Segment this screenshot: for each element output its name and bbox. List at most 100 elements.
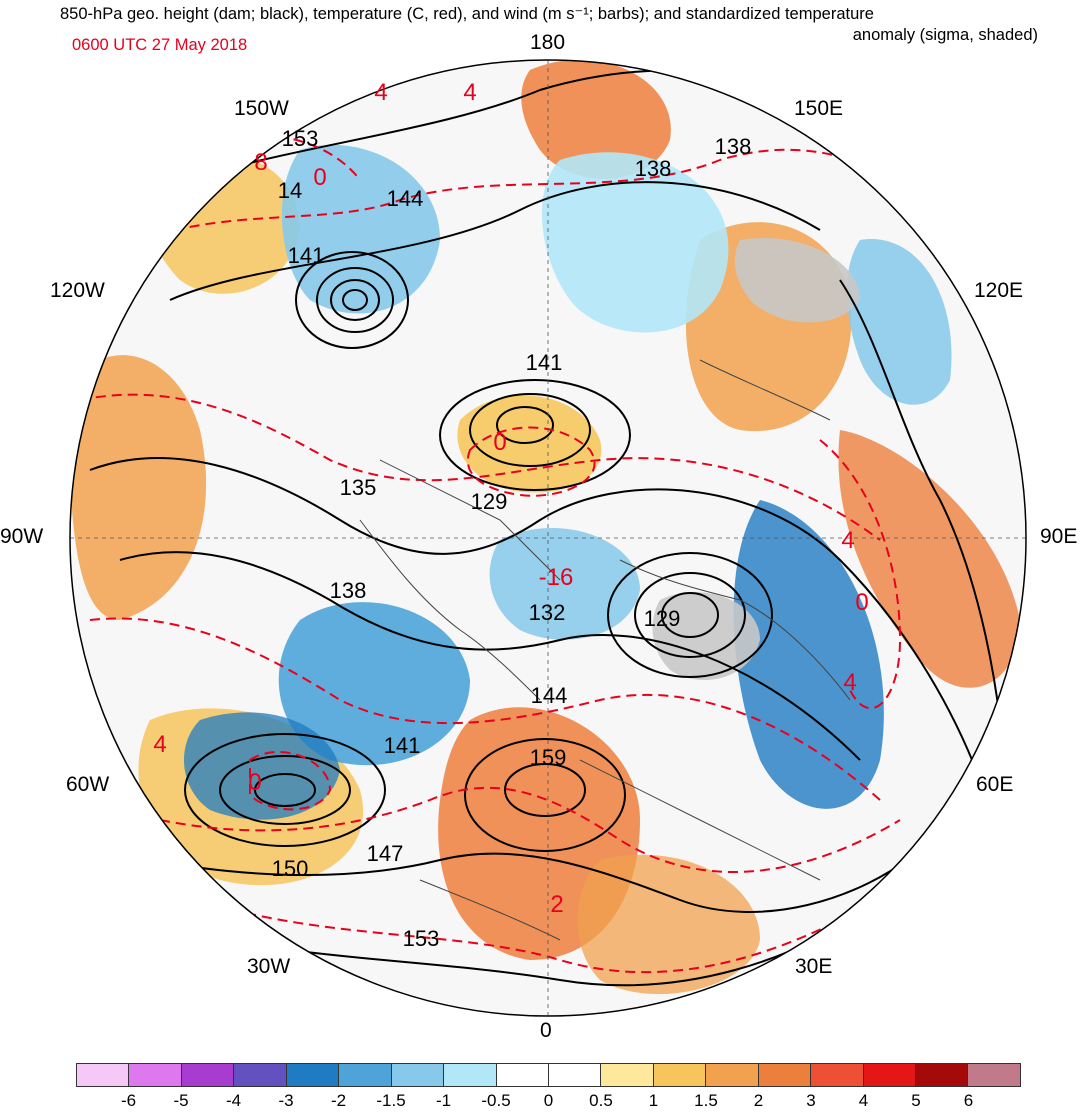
colorbar-cell bbox=[496, 1064, 549, 1086]
height-label: 129 bbox=[644, 606, 681, 631]
colorbar-cell bbox=[968, 1064, 1020, 1086]
anomaly-patch-cold-northwest bbox=[281, 144, 440, 314]
colorbar-tick-label: -6 bbox=[120, 1091, 137, 1110]
temperature-label: 4 bbox=[841, 527, 854, 554]
height-label: 153 bbox=[282, 126, 319, 151]
height-label: 150 bbox=[272, 856, 309, 881]
colorbar-cell bbox=[286, 1064, 340, 1086]
height-label: 144 bbox=[531, 683, 568, 708]
temperature-label: 4 bbox=[843, 669, 856, 696]
colorbar-cell bbox=[601, 1064, 654, 1086]
colorbar-cell bbox=[129, 1064, 182, 1086]
lon-label-120e: 120E bbox=[974, 279, 1024, 302]
temperature-label: 0 bbox=[855, 589, 868, 616]
temperature-label: 2 bbox=[550, 891, 563, 918]
colorbar-cell bbox=[444, 1064, 497, 1086]
colorbar-tick-label: -1.5 bbox=[376, 1091, 406, 1110]
height-label: 14 bbox=[278, 178, 302, 203]
colorbar-cell bbox=[706, 1064, 759, 1086]
colorbar-tick-label: 2 bbox=[753, 1091, 764, 1110]
temperature-label: -16 bbox=[539, 564, 574, 591]
anomaly-patch-warm-east bbox=[838, 430, 1020, 688]
colorbar-tick-label: -0.5 bbox=[481, 1091, 511, 1110]
colorbar-tick-label: 6 bbox=[963, 1091, 974, 1110]
temperature-label: 8 bbox=[254, 149, 267, 176]
colorbar bbox=[76, 1063, 1021, 1087]
temperature-label: 0 bbox=[248, 769, 261, 796]
lon-label-30e: 30E bbox=[795, 955, 833, 978]
colorbar-cell bbox=[916, 1064, 969, 1086]
map-boundary bbox=[69, 59, 1027, 1017]
anomaly-patch-cold-greenland bbox=[278, 602, 470, 766]
coastlines bbox=[359, 359, 851, 941]
colorbar-tick-label: -2 bbox=[330, 1091, 347, 1110]
colorbar-cell bbox=[234, 1064, 287, 1086]
anomaly-patch-cold-center bbox=[489, 528, 640, 640]
lon-label-150w: 150W bbox=[234, 97, 289, 120]
height-label: 138 bbox=[330, 578, 367, 603]
lon-label-150e: 150E bbox=[794, 97, 844, 120]
colorbar-cell bbox=[339, 1064, 392, 1086]
colorbar-cell bbox=[653, 1064, 707, 1086]
lon-label-0: 0 bbox=[540, 1019, 552, 1042]
height-label: 144 bbox=[387, 186, 424, 211]
height-label: 141 bbox=[288, 243, 325, 268]
map-content bbox=[70, 60, 1026, 1016]
height-label: 135 bbox=[340, 475, 377, 500]
lon-label-180: 180 bbox=[530, 31, 566, 54]
temperature-label: 4 bbox=[463, 79, 476, 106]
anomaly-patch-warm-bottom bbox=[577, 854, 760, 995]
height-label: 138 bbox=[715, 134, 752, 159]
colorbar-tick-label: 5 bbox=[911, 1091, 921, 1110]
colorbar-cell bbox=[758, 1064, 812, 1086]
colorbar-tick-label: 1 bbox=[648, 1091, 659, 1110]
height-label: 138 bbox=[635, 156, 672, 181]
colorbar-tick-label: 1.5 bbox=[694, 1091, 718, 1110]
temperature-label: 4 bbox=[374, 79, 387, 106]
colorbar-tick-label: -1 bbox=[435, 1091, 452, 1110]
temperature-label: 4 bbox=[153, 731, 166, 758]
anomaly-patch-cold-northeast bbox=[846, 239, 952, 405]
anomaly-patch-cold-north bbox=[541, 152, 729, 333]
chart-title: 850-hPa geo. height (dam; black), temper… bbox=[60, 4, 1040, 46]
height-label: 129 bbox=[471, 489, 508, 514]
anomaly-patch-warm-center bbox=[457, 395, 602, 493]
anomaly-patch-cold-russia bbox=[733, 500, 884, 809]
colorbar-tick-label: 0 bbox=[543, 1091, 554, 1110]
anomaly-patch-warm-west bbox=[70, 355, 207, 620]
colorbar-tick-label: 3 bbox=[806, 1091, 816, 1110]
height-label: 141 bbox=[384, 733, 421, 758]
colorbar-tick-label: -5 bbox=[173, 1091, 189, 1110]
title-line-2: anomaly (sigma, shaded) bbox=[852, 26, 1038, 44]
valid-datetime: 0600 UTC 27 May 2018 bbox=[72, 36, 248, 54]
height-label: 147 bbox=[367, 841, 404, 866]
colorbar-cell bbox=[811, 1064, 864, 1086]
temperature-label: 0 bbox=[493, 429, 506, 456]
colorbar-cell bbox=[863, 1064, 916, 1086]
temperature-label: 0 bbox=[313, 164, 326, 191]
colorbar-cell bbox=[181, 1064, 235, 1086]
height-label: 132 bbox=[529, 600, 566, 625]
lon-label-60e: 60E bbox=[976, 773, 1014, 796]
colorbar-cell bbox=[391, 1064, 445, 1086]
title-line-1: 850-hPa geo. height (dam; black), temper… bbox=[60, 5, 874, 23]
missing-terrain-patch bbox=[652, 592, 760, 680]
colorbar-tick-label: 0.5 bbox=[589, 1091, 613, 1110]
lon-label-60w: 60W bbox=[66, 773, 110, 796]
colorbar-tick-label: 4 bbox=[858, 1091, 869, 1110]
anomaly-patch-cold-labrador bbox=[183, 712, 340, 820]
colorbar-tick-label: -4 bbox=[225, 1091, 242, 1110]
colorbar-cell bbox=[77, 1064, 130, 1086]
anomaly-patch-warm-top bbox=[521, 60, 671, 179]
polar-map: 153 144 138 138 141 141 135 129 138 132 … bbox=[69, 59, 1027, 1017]
lon-label-30w: 30W bbox=[247, 955, 291, 978]
lon-label-90w: 90W bbox=[0, 525, 44, 548]
colorbar-tick-label: -3 bbox=[278, 1091, 294, 1110]
temperature-label-group: 4 4 8 0 0 -16 4 0 4 4 0 2 bbox=[153, 79, 868, 918]
height-label-group: 153 144 138 138 141 141 135 129 138 132 … bbox=[272, 126, 752, 951]
lon-label-90e: 90E bbox=[1040, 525, 1078, 548]
height-label: 159 bbox=[530, 745, 567, 770]
height-label: 153 bbox=[403, 926, 440, 951]
missing-terrain-patch-2 bbox=[734, 238, 860, 323]
height-label: 141 bbox=[526, 350, 563, 375]
